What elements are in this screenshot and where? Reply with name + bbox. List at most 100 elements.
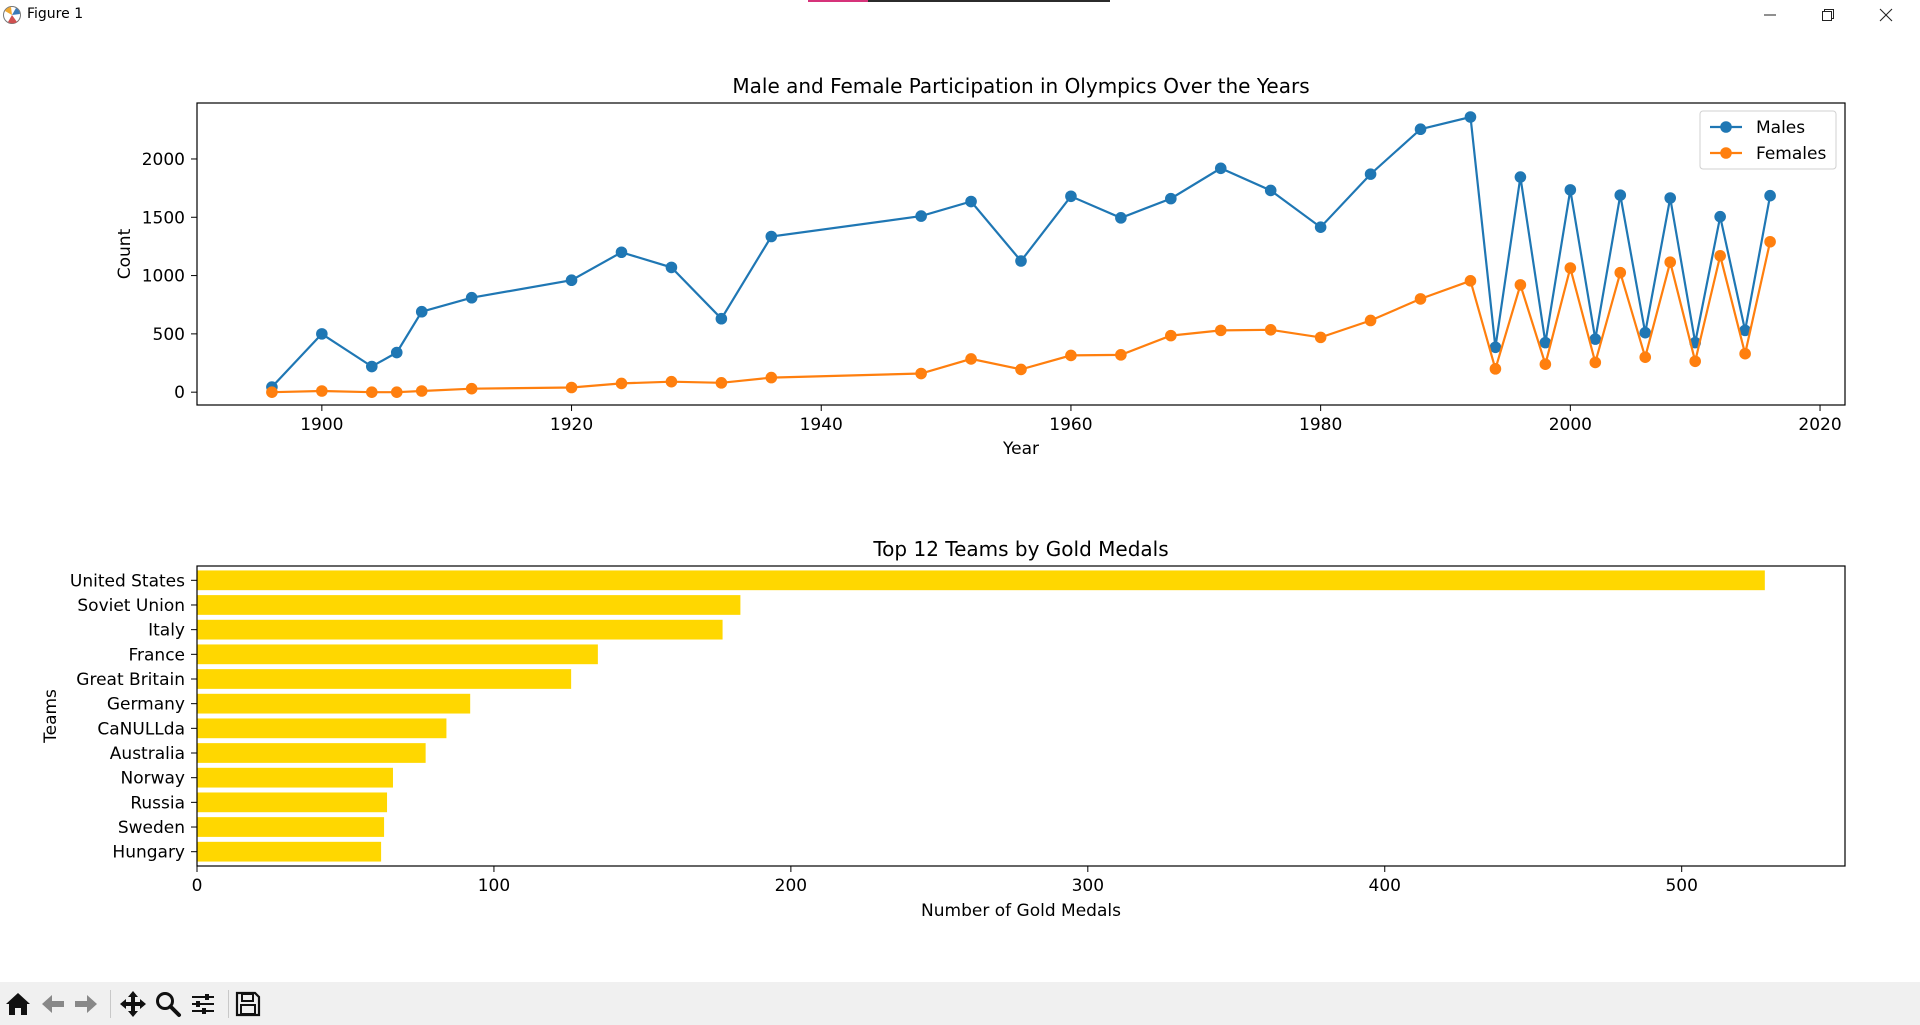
point-females-1912 <box>465 382 478 395</box>
close-icon <box>1879 8 1893 22</box>
point-females-1984 <box>1364 314 1377 327</box>
bar-sweden <box>197 817 385 837</box>
point-males-1948 <box>915 210 927 222</box>
point-females-1992 <box>1464 275 1477 287</box>
point-males-1906 <box>390 346 403 359</box>
bar-category-label-united-states: United States <box>70 571 185 591</box>
point-females-1996 <box>1514 279 1527 291</box>
bar-category-label-australia: Australia <box>110 744 185 764</box>
bar-chart-frame <box>196 565 1846 867</box>
bar-norway <box>197 767 393 788</box>
back-button[interactable] <box>37 988 69 1020</box>
point-females-1972 <box>1214 324 1227 337</box>
point-females-2008 <box>1664 256 1677 268</box>
x-tick-label-1980: 1980 <box>1299 415 1342 435</box>
point-females-1908 <box>415 385 428 397</box>
legend-label-females: Females <box>1756 144 1826 164</box>
figure-canvas[interactable]: 1900 1920 1940 1960 1980 2000 2020 0 500 1000 1500… <box>0 30 1920 982</box>
point-females-1976 <box>1264 323 1277 336</box>
bar-category-label-hungary: Hungary <box>112 843 185 863</box>
point-females-1936 <box>765 371 778 384</box>
bar-germany <box>197 693 471 714</box>
bar-russia <box>197 792 388 813</box>
point-males-1964 <box>1115 212 1127 224</box>
line-chart-title: Male and Female Participation in Olympic… <box>732 74 1309 98</box>
bar-category-label-canullda: CaNULLda <box>97 719 185 739</box>
point-males-1996 <box>1514 171 1527 183</box>
restore-icon <box>1822 9 1834 21</box>
zoom-icon <box>156 992 181 1017</box>
bar-australia <box>197 743 426 763</box>
point-males-1932 <box>715 312 728 325</box>
x-tick-label-1920: 1920 <box>550 415 593 435</box>
point-males-1900 <box>316 328 328 340</box>
bar-chart-ylabel: Teams <box>41 689 61 744</box>
save-button[interactable] <box>232 988 264 1020</box>
pan-button[interactable] <box>117 988 149 1020</box>
point-females-1900 <box>316 385 328 397</box>
zoom-button[interactable] <box>152 988 184 1020</box>
minimize-button[interactable] <box>1742 0 1798 30</box>
x-tick-label-2020: 2020 <box>1798 415 1841 435</box>
point-females-1968 <box>1165 329 1177 342</box>
bar-canullda <box>197 718 447 739</box>
point-males-1908 <box>415 305 428 318</box>
point-females-1998 <box>1539 358 1552 370</box>
point-females-2004 <box>1614 266 1627 279</box>
configure-subplots-button[interactable] <box>187 988 219 1020</box>
point-females-1928 <box>665 375 678 388</box>
bar-soviet-union <box>197 595 741 615</box>
save-icon <box>235 991 261 1017</box>
point-females-1988 <box>1414 293 1427 305</box>
point-males-1956 <box>1015 255 1027 267</box>
point-males-1984 <box>1364 168 1377 180</box>
point-females-2012 <box>1714 249 1726 262</box>
bar-united-states <box>197 570 1765 591</box>
bar-x-tick-label-500: 500 <box>1665 876 1697 896</box>
point-females-2002 <box>1589 356 1602 369</box>
point-females-1904 <box>365 386 378 398</box>
bar-x-tick-label-0: 0 <box>192 876 203 896</box>
forward-button[interactable] <box>70 988 102 1020</box>
point-males-1998 <box>1539 336 1552 349</box>
point-females-1906 <box>390 386 403 398</box>
bar-category-label-great-britain: Great Britain <box>76 670 185 690</box>
point-females-2014 <box>1739 347 1751 360</box>
point-females-1932 <box>715 377 728 389</box>
y-tick-label-2000: 2000 <box>142 150 185 170</box>
close-button[interactable] <box>1858 0 1914 30</box>
bar-chart-xlabel: Number of Gold Medals <box>921 901 1121 921</box>
point-females-1956 <box>1015 363 1027 376</box>
point-females-1896 <box>266 386 278 398</box>
bar-x-tick-label-400: 400 <box>1369 876 1401 896</box>
point-males-1976 <box>1264 184 1277 197</box>
point-males-1968 <box>1165 192 1177 205</box>
x-tick-label-1960: 1960 <box>1049 415 1092 435</box>
window-title: Figure 1 <box>27 6 84 22</box>
bar-category-label-italy: Italy <box>148 621 185 641</box>
point-males-2000 <box>1564 184 1577 196</box>
point-males-1972 <box>1214 162 1227 175</box>
pan-icon <box>120 991 146 1017</box>
point-males-2004 <box>1614 189 1627 201</box>
legend-label-males: Males <box>1756 118 1805 138</box>
point-males-2012 <box>1714 210 1726 223</box>
point-males-1936 <box>765 230 778 243</box>
bar-category-label-france: France <box>128 645 185 665</box>
y-tick-label-0: 0 <box>174 383 185 403</box>
restore-button[interactable] <box>1800 0 1856 30</box>
point-females-2000 <box>1564 262 1577 274</box>
point-males-1928 <box>665 261 678 274</box>
x-tick-label-1900: 1900 <box>300 415 343 435</box>
bar-great-britain <box>197 669 572 689</box>
point-males-1980 <box>1314 221 1327 233</box>
bar-category-label-soviet-union: Soviet Union <box>77 596 185 616</box>
y-tick-label-500: 500 <box>153 325 185 345</box>
home-button[interactable] <box>2 988 34 1020</box>
legend-box <box>1699 110 1837 170</box>
y-tick-label-1500: 1500 <box>142 208 185 228</box>
point-females-1964 <box>1115 349 1127 361</box>
point-males-1904 <box>365 360 378 373</box>
point-males-2008 <box>1664 192 1677 204</box>
point-males-1960 <box>1065 190 1077 203</box>
